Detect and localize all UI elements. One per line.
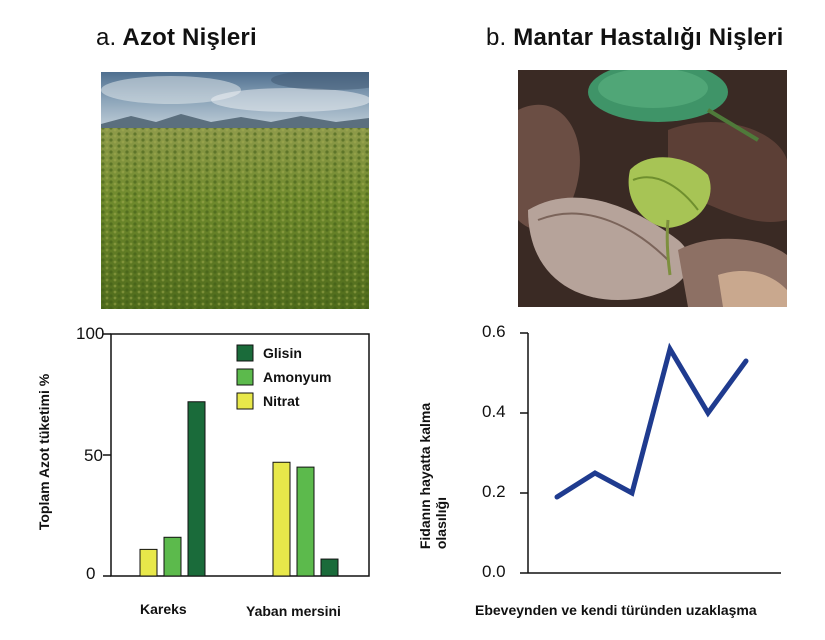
chart-a-ytick-100: 100: [76, 324, 105, 343]
tundra-meadow-photo: [101, 72, 369, 309]
series-line-survival: [554, 342, 749, 500]
legend-swatch-nitrat: [236, 392, 254, 410]
chart-a-xtick-yaban-mersini: Yaban mersini: [246, 603, 341, 619]
legend-label-nitrat: Nitrat: [263, 393, 300, 409]
chart-a-ytick-0: 0: [86, 564, 96, 583]
panel-a-letter: a.: [96, 24, 117, 51]
panel-a-title-text: Azot Nişleri: [122, 24, 257, 51]
bar-yaban-mersini-glisin: [320, 558, 339, 577]
chart-a-xtick-kareks: Kareks: [140, 601, 187, 617]
panel-b-title: b. Mantar Hastalığı Nişleri: [486, 24, 784, 52]
legend-swatch-amonyum: [236, 368, 254, 386]
chart-b-xlabel: Ebeveynden ve kendi türünden uzaklaşma: [475, 602, 757, 618]
bar-yaban-mersini-nitrat: [272, 461, 291, 577]
chart-b-ytick-0.4: 0.4: [482, 402, 506, 421]
chart-b-ytick-0.0: 0.0: [482, 562, 506, 581]
chart-b-ytick-0.6: 0.6: [482, 322, 506, 341]
panel-b-title-text: Mantar Hastalığı Nişleri: [513, 24, 784, 51]
legend-swatch-glisin: [236, 344, 254, 362]
legend-label-glisin: Glisin: [263, 345, 302, 361]
bar-kareks-nitrat: [139, 548, 158, 577]
chart-a-ytick-50: 50: [84, 446, 103, 465]
panel-a-title: a. Azot Nişleri: [96, 24, 257, 52]
seedling-leaf-litter-photo: [518, 70, 787, 307]
bar-kareks-amonyum: [163, 536, 182, 577]
bar-kareks-glisin: [187, 401, 206, 577]
panel-b-letter: b.: [486, 24, 507, 51]
legend-label-amonyum: Amonyum: [263, 369, 331, 385]
chart-b-ytick-0.2: 0.2: [482, 482, 506, 501]
bar-yaban-mersini-amonyum: [296, 466, 315, 577]
